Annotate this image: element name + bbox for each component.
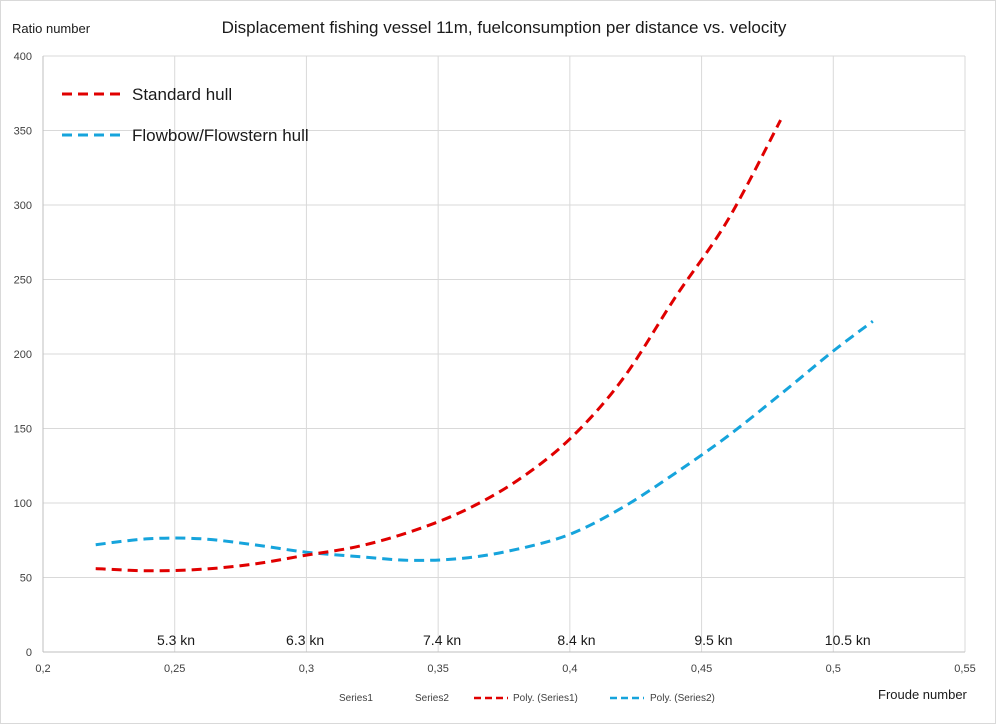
legend-series1-label: Series1 <box>339 693 373 704</box>
series-line-flowbow-hull <box>95 320 874 562</box>
y-tick-label: 100 <box>14 498 32 510</box>
legend-bottom: Series1 Series2 Poly. (Series1) Poly. (S… <box>339 693 715 704</box>
y-tick-label: 350 <box>14 126 32 138</box>
legend-large: Standard hull Flowbow/Flowstern hull <box>62 85 309 145</box>
y-tick-label: 200 <box>14 349 32 361</box>
x-axis-label: Froude number <box>878 687 968 702</box>
y-tick-label: 300 <box>14 200 32 212</box>
legend-poly-series1-label: Poly. (Series1) <box>513 693 578 704</box>
legend-series2-label: Series2 <box>415 693 449 704</box>
axis-layer: 0 50 100 150 200 250 300 350 400 0,2 0,25 0,3 0,35 0,… <box>14 51 976 675</box>
speed-annotation-layer: 5.3 kn 6.3 kn 7.4 kn 8.4 kn 9.5 kn 10.5 kn <box>157 632 871 648</box>
legend-poly-series2-label: Poly. (Series2) <box>650 693 715 704</box>
speed-annotation: 10.5 kn <box>825 632 871 648</box>
x-tick-label: 0,4 <box>562 663 577 675</box>
y-tick-label: 400 <box>14 51 32 63</box>
series-layer <box>95 119 874 573</box>
speed-annotation: 5.3 kn <box>157 632 195 648</box>
speed-annotation: 6.3 kn <box>286 632 324 648</box>
x-tick-label: 0,5 <box>826 663 841 675</box>
y-tick-label: 250 <box>14 275 32 287</box>
chart-title: Displacement fishing vessel 11m, fuelcon… <box>222 18 787 37</box>
legend-flowbow-hull-label: Flowbow/Flowstern hull <box>132 126 309 145</box>
x-tick-label: 0,25 <box>164 663 185 675</box>
x-tick-label: 0,3 <box>299 663 314 675</box>
speed-annotation: 8.4 kn <box>557 632 595 648</box>
series-line-standard-hull <box>95 119 782 573</box>
x-tick-label: 0,55 <box>954 663 975 675</box>
y-tick-label: 0 <box>26 647 32 659</box>
y-tick-label: 50 <box>20 573 32 585</box>
x-tick-label: 0,2 <box>35 663 50 675</box>
legend-standard-hull-label: Standard hull <box>132 85 232 104</box>
x-tick-label: 0,35 <box>427 663 448 675</box>
x-tick-label: 0,45 <box>691 663 712 675</box>
y-tick-label: 150 <box>14 424 32 436</box>
y-axis-label: Ratio number <box>12 21 91 36</box>
speed-annotation: 7.4 kn <box>423 632 461 648</box>
speed-annotation: 9.5 kn <box>694 632 732 648</box>
grid-layer <box>43 55 966 652</box>
